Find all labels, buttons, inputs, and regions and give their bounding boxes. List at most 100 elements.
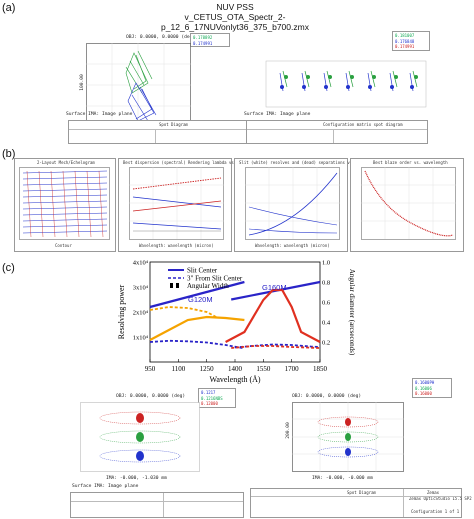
footer-title: Spot Diagram [347, 490, 376, 495]
footer-table-c-right: Spot Diagram Zemax Zemax OpticStudio 15.… [250, 488, 472, 518]
y2-tick-label-3: 0.8 [322, 280, 330, 287]
y-tick-label-3: 4x10⁴ [133, 260, 149, 267]
chart-title: Slit (white) resolves and (dead) separat… [239, 160, 379, 165]
y2-axis-label: Angular diameter (arcseconds) [348, 269, 356, 356]
x-axis-label: Wavelength: wavelength (micron) [255, 243, 330, 248]
panel-b-chart-3: Slit (white) resolves and (dead) separat… [234, 158, 379, 252]
echellogram [19, 167, 110, 240]
y2-tick-label-0: 0.2 [322, 340, 330, 347]
x-tick-label-4: 1550 [256, 365, 271, 373]
spot-diagram-c-right [292, 402, 404, 472]
spot-legend: 0.181007 0.176848 0.174991 [392, 31, 430, 51]
chart-title: Best dispersion (spectral) Rendering lam… [123, 160, 261, 165]
y2-tick-label-1: 0.4 [322, 320, 331, 327]
panel-a-title-line-3: p_12_6_17NUVonlyt36_375_b700.zmx [161, 22, 309, 32]
surface-label-a-right: Surface IMA: Image plane [244, 112, 311, 117]
spot-legend: 0.178892 0.174991 [190, 33, 230, 47]
config-matrix-spots [265, 60, 427, 108]
panel-a-title-line-1: NUV PSS [216, 2, 254, 12]
panel-a-right-spot-plot: 0.181007 0.176848 0.174991 [262, 31, 432, 145]
footer-title: Spot Diagram [159, 122, 188, 127]
series-line-7 [231, 345, 321, 349]
ima-label: IMA: -0.000, -0.000 mm [312, 476, 373, 481]
y-tick-label-0: 1x10⁴ [133, 335, 149, 342]
series-layer [149, 280, 321, 350]
series-line-5 [149, 315, 245, 341]
legend-item: 0.1600PH [415, 380, 435, 385]
ima-label: IMA: -0.000, -1.030 mm [106, 476, 167, 481]
footer-company: Zemax [427, 490, 440, 495]
legend-item: 0.16000 [415, 391, 432, 396]
legend-item: 0.1216NBS [201, 396, 223, 401]
legend-item: 0.16006 [415, 386, 432, 391]
y-tick-label-1: 2x10⁴ [133, 310, 149, 317]
resolving-power-svg: 950 1100 1250 1400 1550 1700 1850 1x10⁴ 2x10⁴ 3x… [117, 260, 356, 385]
spot-diagram-a-left [86, 43, 191, 128]
footer-product: Zemax OpticStudio 15.5 SP2 [409, 496, 472, 501]
scale-label: 200.00 [285, 422, 291, 439]
panel-a-title-line-2: v_CETUS_OTA_Spectr_2- [184, 12, 286, 22]
x-axis-label: Wavelength (Å) [209, 375, 260, 384]
x-tick-layer: 950 1100 1250 1400 1550 1700 1850 [145, 359, 328, 373]
panel-c-left-spot-plot: OBJ: 0.0000, 0.0000 (deg) 0.1217 0.1216N… [66, 388, 236, 488]
panel-a-left-spot-plot: OBJ: 0.0000, 0.0000 (deg) 0.178892 0.174… [79, 33, 230, 147]
panel-c-right-spot-plot: OBJ: 0.0000, 0.0000 (deg) 0.1600PH 0.160… [252, 378, 452, 488]
panel-b-chart-2: Best dispersion (spectral) Rendering lam… [118, 158, 260, 252]
legend-item: 0.1217 [201, 390, 216, 395]
spot-legend: 0.1217 0.1216NBS 0.12000 [198, 388, 236, 408]
label-g120m: G120M [188, 295, 213, 304]
label-g160m: G160M [262, 283, 287, 292]
surface-label-a-left: Surface IMA: Image plane [66, 112, 133, 117]
legend-item: 0.174991 [395, 44, 415, 49]
footer-table-a-left: Spot Diagram [68, 120, 250, 144]
y-tick-label-2: 3x10⁴ [133, 285, 149, 292]
obj-label: OBJ: 0.0000, 0.0000 (deg) [292, 394, 362, 399]
series-line-6 [225, 288, 321, 343]
footer-table-a-right: Configuration matrix spot diagram [246, 120, 428, 144]
panel-c-label: (c) [2, 262, 15, 274]
footer-table-c-left [70, 492, 244, 518]
y2-tick-label-4: 1.0 [322, 260, 330, 267]
series-line-3 [234, 343, 321, 349]
x-axis-label: Contour [55, 243, 72, 248]
x-tick-label-3: 1400 [228, 365, 243, 373]
x-tick-label-6: 1850 [313, 365, 328, 373]
series-line-4 [149, 306, 217, 318]
panel-a-label: (a) [2, 2, 16, 14]
legend-swatch-angular [170, 283, 173, 288]
obj-label: OBJ: 0.0000, 0.0000 (deg) [126, 35, 196, 40]
footer-config: Configuration 1 of 1 [411, 509, 460, 514]
legend-slit-center: Slit Center [187, 267, 218, 275]
separation-chart [245, 167, 340, 240]
legend-item: 0.181007 [395, 33, 415, 38]
footer-title: Configuration matrix spot diagram [323, 122, 403, 127]
x-tick-label-2: 1250 [200, 365, 215, 373]
panel-b-chart-4: Best blaze order vs. wavelength [350, 158, 464, 252]
panel-b-label: (b) [2, 148, 16, 160]
x-tick-label-0: 950 [145, 365, 156, 373]
legend-angular-width: Angular Width [187, 282, 229, 290]
series-line-2 [149, 339, 245, 350]
series-line-0 [149, 280, 245, 309]
blaze-order-chart [361, 167, 456, 240]
y-axis-label: Resolving power [117, 284, 126, 339]
obj-label: OBJ: 0.0000, 0.0000 (deg) [116, 394, 186, 399]
legend-item: 0.12000 [201, 401, 218, 406]
legend-item: 0.178892 [193, 35, 213, 40]
dispersion-chart [129, 167, 224, 240]
resolving-power-chart: 950 1100 1250 1400 1550 1700 1850 1x10⁴ 2x10⁴ 3x… [110, 256, 360, 386]
spot-diagram-c-left [80, 402, 200, 472]
spot-legend: 0.1600PH 0.16006 0.16000 [412, 378, 452, 398]
y-tick-layer: 1x10⁴ 2x10⁴ 3x10⁴ 4x10⁴ [133, 260, 149, 342]
chart-title: 2-Layout Mech/Echelogram [37, 160, 95, 165]
surface-label-c-left: Surface IMA: Image plane [72, 484, 139, 489]
x-tick-label-1: 1100 [171, 365, 185, 373]
legend-from-center: 3" From Slit Center [187, 275, 243, 283]
scale-label: 100.00 [79, 74, 85, 91]
chart-title: Best blaze order vs. wavelength [373, 160, 448, 165]
x-tick-label-5: 1700 [285, 365, 300, 373]
panel-a-title: NUV PSS v_CETUS_OTA_Spectr_2- p_12_6_17N… [150, 2, 320, 32]
y2-tick-label-2: 0.6 [322, 300, 331, 307]
y2-tick-layer: 0.2 0.4 0.6 0.8 1.0 [322, 260, 331, 347]
legend-item: 0.176848 [395, 39, 415, 44]
